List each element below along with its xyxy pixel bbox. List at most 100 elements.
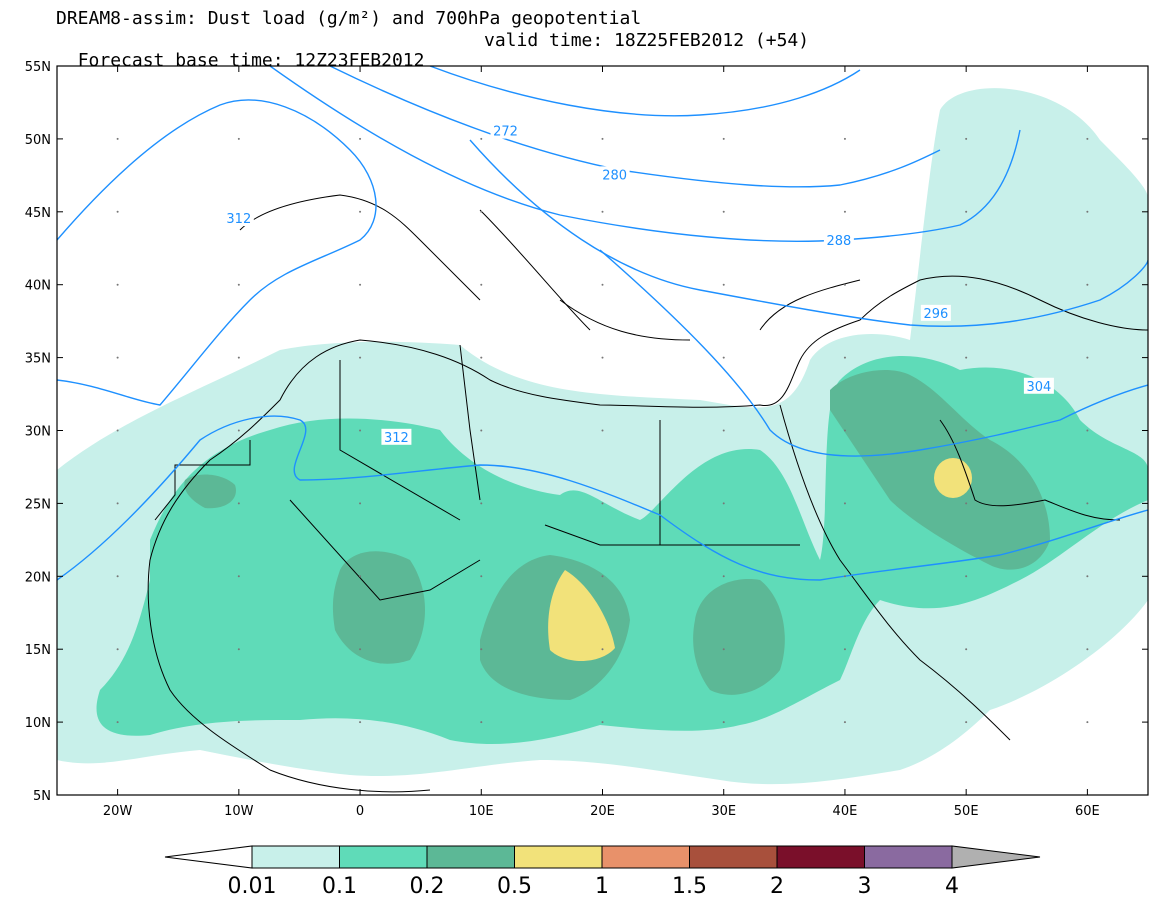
lat-label: 40N [25,279,51,294]
grid-dot [722,137,725,140]
grid-dot [237,429,240,432]
lat-label: 50N [25,133,51,148]
grid-dot [722,721,725,724]
grid-dot [480,721,483,724]
grid-dot [116,137,119,140]
grid-dot [601,137,604,140]
grid-dot [480,648,483,651]
grid-dot [116,575,119,578]
colorbar-swatch [426,845,515,869]
grid-dot [601,575,604,578]
grid-dot [843,721,846,724]
chart-title: DREAM8-assim: Dust load (g/m²) and 700hP… [56,8,642,29]
contour-312 [57,415,1148,581]
grid-dot [359,721,362,724]
colorbar-label: 0.2 [410,874,445,899]
lon-label: 50E [954,804,979,819]
contour-label-bg [1023,377,1054,394]
grid-dot [1086,210,1089,213]
grid-dot [359,502,362,505]
grid-dot [480,137,483,140]
grid-dot [601,283,604,286]
contour-label-bg [381,428,412,445]
grid-dot [237,283,240,286]
grid-dot [359,648,362,651]
grid-dot [722,502,725,505]
colorbar-swatch [601,845,690,869]
contour-label-bg [599,166,630,183]
grid-dot [843,283,846,286]
lat-label: 45N [25,206,51,221]
grid-dot [480,429,483,432]
grid-dot [1086,502,1089,505]
dust-layer-0.5-chad [548,570,615,662]
grid-dot [601,648,604,651]
colorbar-swatch [514,845,603,869]
dust-layer-0.5-gulf [934,458,972,498]
map-fields [57,88,1148,785]
lat-label: 25N [25,497,51,512]
grid-dot [965,502,968,505]
colorbar-swatch [689,845,778,869]
grid-dot [722,429,725,432]
contour-label: 296 [923,307,948,322]
grid-dot [601,721,604,724]
lat-label: 30N [25,425,51,440]
colorbar-label: 1 [595,874,609,899]
contour-304 [599,249,1148,457]
grid-dot [601,356,604,359]
contour-label-bg [920,304,951,321]
grid-dot [359,137,362,140]
colorbar-swatch [251,845,340,869]
contour-296 [469,139,1148,327]
grid-dot [237,575,240,578]
grid-dot [843,502,846,505]
contour-label: 288 [826,234,851,249]
grid-dot [480,210,483,213]
grid-dot [601,429,604,432]
lon-label: 10E [469,804,494,819]
grid-dot [601,502,604,505]
colorbar-label: 4 [945,874,959,899]
grid-dot [1086,137,1089,140]
grid-dot [237,502,240,505]
grid-dot [116,429,119,432]
dust-layer-0.2-sudan [693,579,785,695]
lon-label: 40E [833,804,858,819]
contour-label: 312 [384,431,409,446]
lat-label: 20N [25,570,51,585]
grid-dot [116,648,119,651]
lat-label: 35N [25,352,51,367]
grid-dot [237,356,240,359]
lat-label: 10N [25,716,51,731]
valid-time-label: valid time: 18Z25FEB2012 (+54) [484,30,810,51]
contour-272 [429,66,861,117]
grid-dot [359,210,362,213]
contour-label-bg [223,210,254,227]
grid-dot [722,356,725,359]
grid-dot [116,721,119,724]
grid-dot [237,137,240,140]
lon-label: 60E [1075,804,1100,819]
grid-dot [843,210,846,213]
colorbar-under-arrow [164,845,253,869]
grid-dot [480,502,483,505]
grid-dot [965,648,968,651]
grid-dot [843,356,846,359]
contour-312-north [57,99,377,406]
grid-dot [1086,575,1089,578]
lat-label: 15N [25,643,51,658]
colorbar-label: 2 [770,874,784,899]
lon-label: 0 [356,804,364,819]
contour-288 [269,66,1021,242]
grid-dot [237,721,240,724]
lat-label: 55N [25,60,51,75]
grid-dot [480,356,483,359]
colorbar-swatch [776,845,865,869]
grid-dot [965,575,968,578]
grid-dot [1086,721,1089,724]
lon-label: 30E [711,804,736,819]
grid-dot [480,283,483,286]
grid-dot [359,283,362,286]
